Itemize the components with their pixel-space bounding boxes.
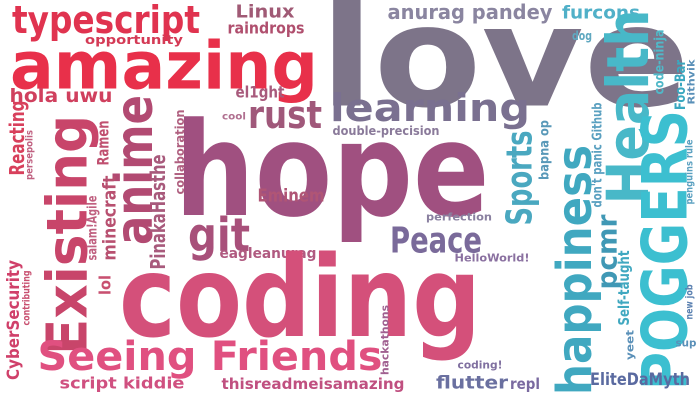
word: pcmr [591, 214, 624, 289]
word: Seeing Friends [38, 334, 383, 380]
word: new job [685, 285, 696, 320]
word: learning [330, 86, 530, 130]
word: amazing [10, 28, 318, 105]
word: anurag pandey [388, 0, 553, 24]
word: code-ninja [653, 30, 668, 95]
word: lol [96, 275, 115, 295]
word: EliteDaMyth [590, 370, 690, 390]
word: Peace [390, 221, 482, 262]
word: Existing [36, 115, 101, 355]
word: collaboration [173, 110, 187, 195]
word: Linux [236, 2, 295, 23]
word: happiness [547, 145, 603, 395]
word: hackathons [379, 305, 392, 375]
word: Sports [500, 131, 541, 226]
word: HelloWorld! [455, 252, 530, 265]
word: cool [222, 112, 246, 123]
word: CyberSecurity [4, 260, 24, 380]
word: persepolis [25, 130, 36, 180]
word: perfection [426, 211, 492, 224]
word: POGGERS [629, 110, 700, 390]
word: rust [248, 93, 322, 137]
word: salam!Agile [86, 195, 101, 260]
word: Foo-Bar [673, 60, 689, 110]
word: penguins rule [685, 139, 696, 204]
word: Health [594, 10, 662, 205]
word: coding! [458, 359, 503, 372]
word: minecraft [100, 175, 121, 260]
word: raindrops [228, 19, 305, 38]
word: Ramen [94, 121, 113, 166]
word: opportunity [85, 33, 183, 47]
word: PinakaHasthe [146, 155, 170, 270]
word: script kiddie [60, 374, 185, 393]
word: typescript [12, 0, 200, 42]
word: coding [119, 233, 481, 363]
word: double-precision [333, 124, 440, 138]
word: yeet [624, 330, 637, 360]
word: el1ght [236, 83, 285, 102]
word: sup [676, 337, 697, 350]
word: hola uwu [10, 85, 113, 107]
word: flutter [436, 373, 508, 394]
word: repl [510, 375, 540, 393]
word: Rithvik [687, 59, 698, 104]
word: bapna op [538, 120, 553, 180]
word: furcons [562, 3, 640, 24]
word: hope [175, 94, 490, 246]
word: git [188, 208, 250, 262]
word: Eminem [258, 186, 325, 207]
word: contributing [22, 271, 33, 326]
word: Self-taught [615, 251, 633, 326]
word: don't panic Github [591, 103, 606, 208]
word: dog [572, 29, 592, 43]
word: love [320, 0, 690, 140]
word: Reacting [5, 101, 29, 176]
word: thisreadmeisamazing [222, 375, 405, 393]
word: eagleanurag [220, 246, 317, 262]
word: anime [105, 95, 165, 245]
